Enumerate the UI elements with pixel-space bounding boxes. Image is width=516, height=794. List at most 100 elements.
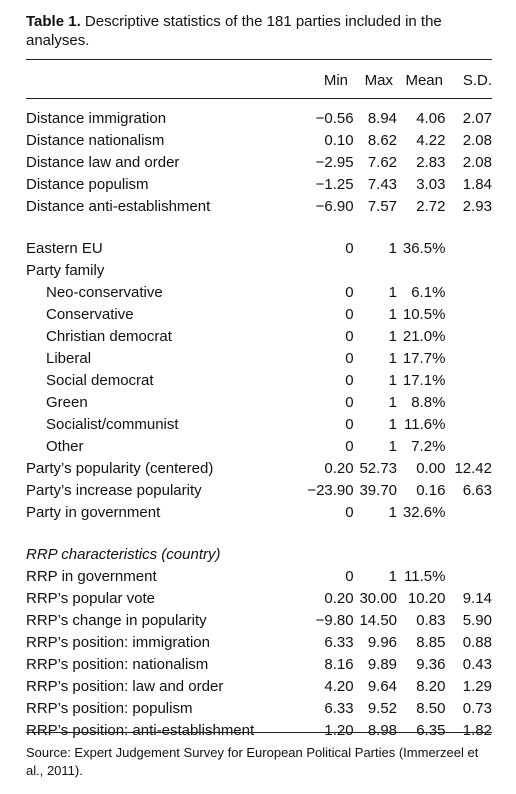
mean-cell: 0.83 [416,612,446,629]
sd-cell [445,238,492,260]
row-label: Party’s popularity (centered) [26,460,214,477]
row-label: RRP in government [26,568,157,585]
max-cell [354,260,397,282]
row-label: Distance populism [26,176,149,193]
table-row: Distance anti-establishment −6.90 7.57 2.72… [26,196,492,218]
min-cell: 0 [345,328,354,345]
mean-cell: 4.22 [416,132,446,149]
column-header-min: Min [323,72,348,89]
min-cell: −2.95 [315,154,354,171]
sd-cell [445,436,492,458]
max-cell: 1 [388,438,398,455]
statistics-table: Distance immigration −0.56 8.94 4.06 2.07 Dis… [26,108,492,742]
max-cell: 14.50 [359,612,398,629]
mean-cell: 10.20 [407,590,446,607]
min-cell: 0 [345,372,354,389]
table-row: Party’s popularity (centered) 0.20 52.73 0.… [26,458,492,480]
mean-cell: 9.36 [416,656,446,673]
max-cell: 9.52 [367,700,398,717]
table-row: RRP’s popular vote 0.20 30.00 10.20 9.14 [26,588,492,610]
mean-cell [397,260,445,282]
row-label: Eastern EU [26,240,103,257]
mean-cell: 8.85 [416,634,446,651]
mean-cell: 0.00 [416,460,446,477]
row-label: Distance immigration [26,110,167,127]
mean-cell: 17.1% [402,372,446,389]
mean-cell: 11.6% [404,416,446,433]
mean-cell: 32.6% [402,504,446,521]
section-spacer [26,218,492,238]
sd-cell: 1.84 [462,176,492,193]
sd-cell: 0.88 [462,634,492,651]
bottom-rule [26,732,492,733]
table-row: Distance immigration −0.56 8.94 4.06 2.07 [26,108,492,130]
row-label: Other [46,438,84,455]
min-cell: 6.33 [324,634,354,651]
table-row: Conservative 0 1 10.5% [26,304,492,326]
sd-cell [445,502,492,524]
table-caption: Table 1. Descriptive statistics of the 1… [26,12,498,50]
table-row: Social democrat 0 1 17.1% [26,370,492,392]
mean-cell: 21.0% [402,328,446,345]
max-cell: 1 [388,416,398,433]
sd-cell: 2.08 [462,132,492,149]
sd-cell [445,326,492,348]
sd-cell [445,282,492,304]
mean-cell: 8.50 [416,700,446,717]
column-header-sd: S.D. [462,72,492,89]
min-cell: 0 [345,416,354,433]
mean-cell: 4.06 [416,110,446,127]
sd-cell: 2.07 [462,110,492,127]
sd-cell: 5.90 [462,612,492,629]
row-label: Conservative [46,306,134,323]
row-label: RRP’s popular vote [26,590,155,607]
row-label: Distance anti-establishment [26,198,211,215]
sd-cell [445,348,492,370]
table-row: Distance nationalism 0.10 8.62 4.22 2.08 [26,130,492,152]
table-row: RRP’s change in popularity −9.80 14.50 0.83… [26,610,492,632]
max-cell: 9.89 [367,656,398,673]
max-cell: 30.00 [359,590,398,607]
sd-cell [445,566,492,588]
sd-cell: 1.29 [462,678,492,695]
max-cell: 8.94 [367,110,398,127]
min-cell: −0.56 [315,110,354,127]
column-header-max: Max [364,72,393,89]
max-cell: 7.62 [367,154,398,171]
min-cell: 0 [345,438,354,455]
sd-cell: 6.63 [462,482,492,499]
mean-cell: 2.83 [416,154,446,171]
min-cell: 0.10 [324,132,354,149]
min-cell: 0 [345,568,354,585]
section-spacer [26,524,492,544]
min-cell: 0.20 [324,460,354,477]
row-label: Neo-conservative [46,284,163,301]
header-rule [26,98,492,99]
row-label: Party in government [26,504,161,521]
table-row: Party’s increase popularity −23.90 39.70 0.… [26,480,492,502]
sd-cell: 2.93 [462,198,492,215]
top-rule [26,59,492,60]
sd-cell [445,370,492,392]
mean-cell: 10.5% [402,306,446,323]
row-label: Social democrat [46,372,154,389]
sd-cell [445,392,492,414]
row-label: RRP’s position: nationalism [26,656,209,673]
min-cell: 4.20 [324,678,354,695]
mean-cell: 6.35 [416,722,446,739]
table-row: Party family [26,260,492,282]
row-label: Distance nationalism [26,132,165,149]
row-label: Green [46,394,88,411]
sd-cell [445,304,492,326]
sd-cell: 2.08 [462,154,492,171]
max-cell: 52.73 [359,460,398,477]
sd-cell [445,414,492,436]
max-cell: 1 [388,350,398,367]
row-label: RRP’s position: populism [26,700,193,717]
max-cell: 9.96 [367,634,398,651]
max-cell: 9.64 [367,678,398,695]
max-cell: 8.98 [367,722,398,739]
mean-cell: 3.03 [416,176,446,193]
min-cell: 0 [345,394,354,411]
